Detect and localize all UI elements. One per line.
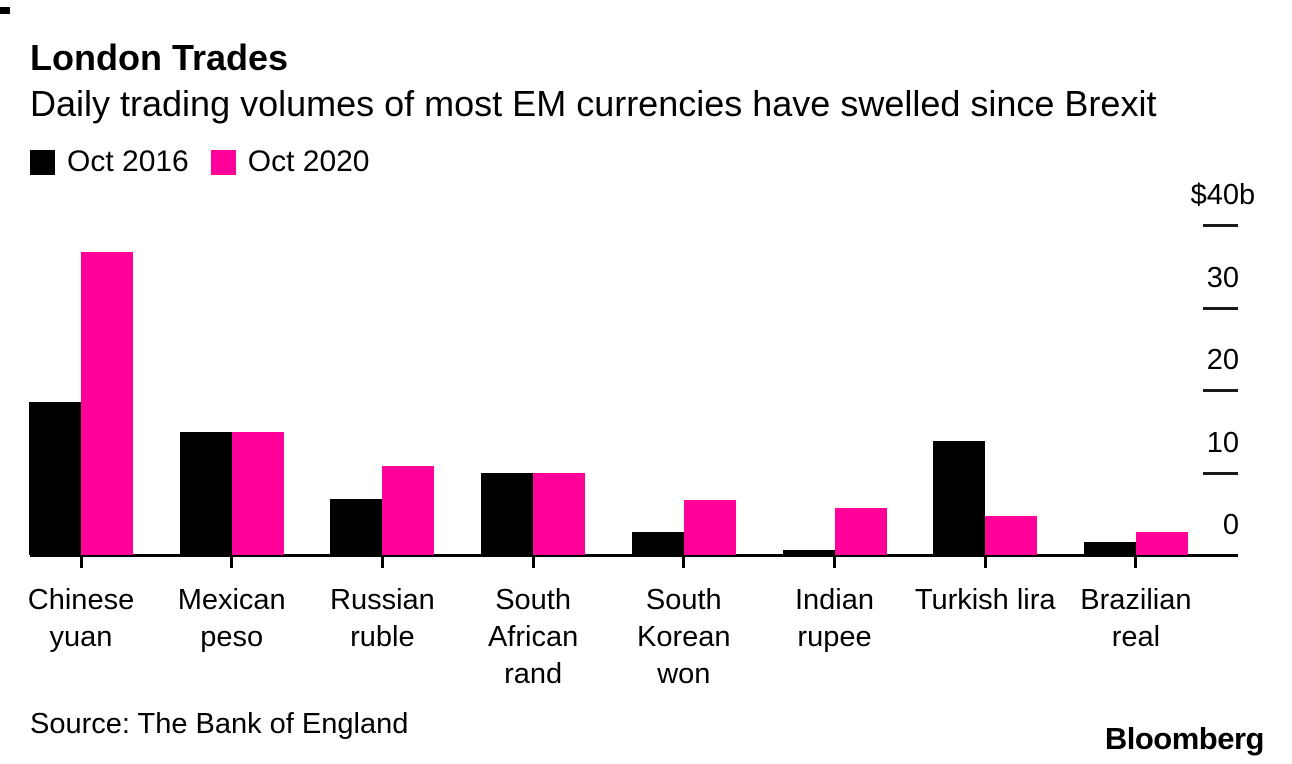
x-axis-tick	[1134, 557, 1138, 568]
x-axis-label-south-korean-won: South Korean won	[637, 584, 731, 690]
chart-subtitle: Daily trading volumes of most EM currenc…	[30, 83, 1157, 124]
corner-mark	[0, 7, 10, 14]
legend-label: Oct 2016	[67, 145, 189, 178]
bar-oct-2020-south-korean-won	[683, 500, 736, 555]
x-axis-label-brazilian-real: Brazilian real	[1080, 584, 1192, 653]
x-axis-tick	[531, 557, 535, 568]
bar-oct-2016-south-korean-won	[631, 532, 684, 555]
x-axis-label-russian-ruble: Russian ruble	[330, 584, 435, 653]
bar-oct-2016-brazilian-real	[1083, 542, 1136, 555]
x-axis-tick	[833, 557, 836, 568]
y-axis-tick-dash	[1203, 471, 1238, 475]
y-axis-tick-label: 10	[1206, 426, 1239, 459]
x-axis-label-mexican-peso: Mexican peso	[177, 584, 286, 653]
legend-item-oct-2020: Oct 2020	[210, 145, 370, 178]
x-axis-tick	[79, 557, 83, 568]
bar-oct-2016-mexican-peso	[179, 432, 232, 555]
bar-oct-2020-chinese-yuan	[81, 252, 133, 555]
bar-oct-2020-mexican-peso	[231, 432, 284, 555]
y-axis-tick-label: 20	[1206, 344, 1239, 376]
bar-oct-2020-turkish-lira	[985, 516, 1038, 555]
bloomberg-logo: Bloomberg	[1104, 721, 1265, 756]
source-note: Source: The Bank of England	[30, 708, 409, 740]
bar-oct-2016-russian-ruble	[330, 499, 383, 555]
y-axis-tick-dash	[1203, 224, 1238, 227]
x-axis-baseline	[30, 554, 1238, 557]
x-axis-label-chinese-yuan: Chinese yuan	[27, 584, 135, 653]
legend-swatch-oct-2020	[210, 149, 236, 175]
x-axis-tick	[230, 557, 234, 568]
x-axis-tick	[380, 557, 384, 568]
x-axis-tick	[682, 557, 686, 568]
x-axis-label-turkish-lira: Turkish lira	[914, 584, 1056, 616]
y-axis-tick-label: 30	[1206, 261, 1239, 294]
bar-oct-2016-indian-rupee	[782, 550, 835, 555]
x-axis-label-indian-rupee: Indian rupee	[794, 584, 874, 653]
bar-oct-2020-brazilian-real	[1135, 532, 1188, 555]
bar-oct-2016-turkish-lira	[933, 441, 986, 555]
bar-oct-2016-chinese-yuan	[29, 402, 81, 555]
x-axis-label-south-african-rand: South African rand	[487, 584, 579, 690]
legend-swatch-oct-2016	[30, 149, 55, 175]
bar-oct-2020-indian-rupee	[834, 508, 887, 555]
legend: Oct 2016 Oct 2020	[30, 147, 370, 177]
bar-oct-2016-south-african-rand	[481, 473, 534, 555]
bar-oct-2020-south-african-rand	[533, 473, 586, 555]
x-axis-tick	[983, 557, 987, 568]
y-axis-tick-dash	[1203, 389, 1238, 392]
y-axis-tick-label: $40 b	[1190, 179, 1256, 211]
y-axis-tick-dash	[1203, 306, 1238, 310]
legend-label: Oct 2020	[247, 145, 370, 178]
bar-oct-2020-russian-ruble	[382, 466, 435, 555]
legend-item-oct-2016: Oct 2016	[30, 147, 189, 177]
y-axis-tick-label: 0	[1222, 509, 1239, 541]
chart-title: London Trades	[30, 37, 289, 78]
